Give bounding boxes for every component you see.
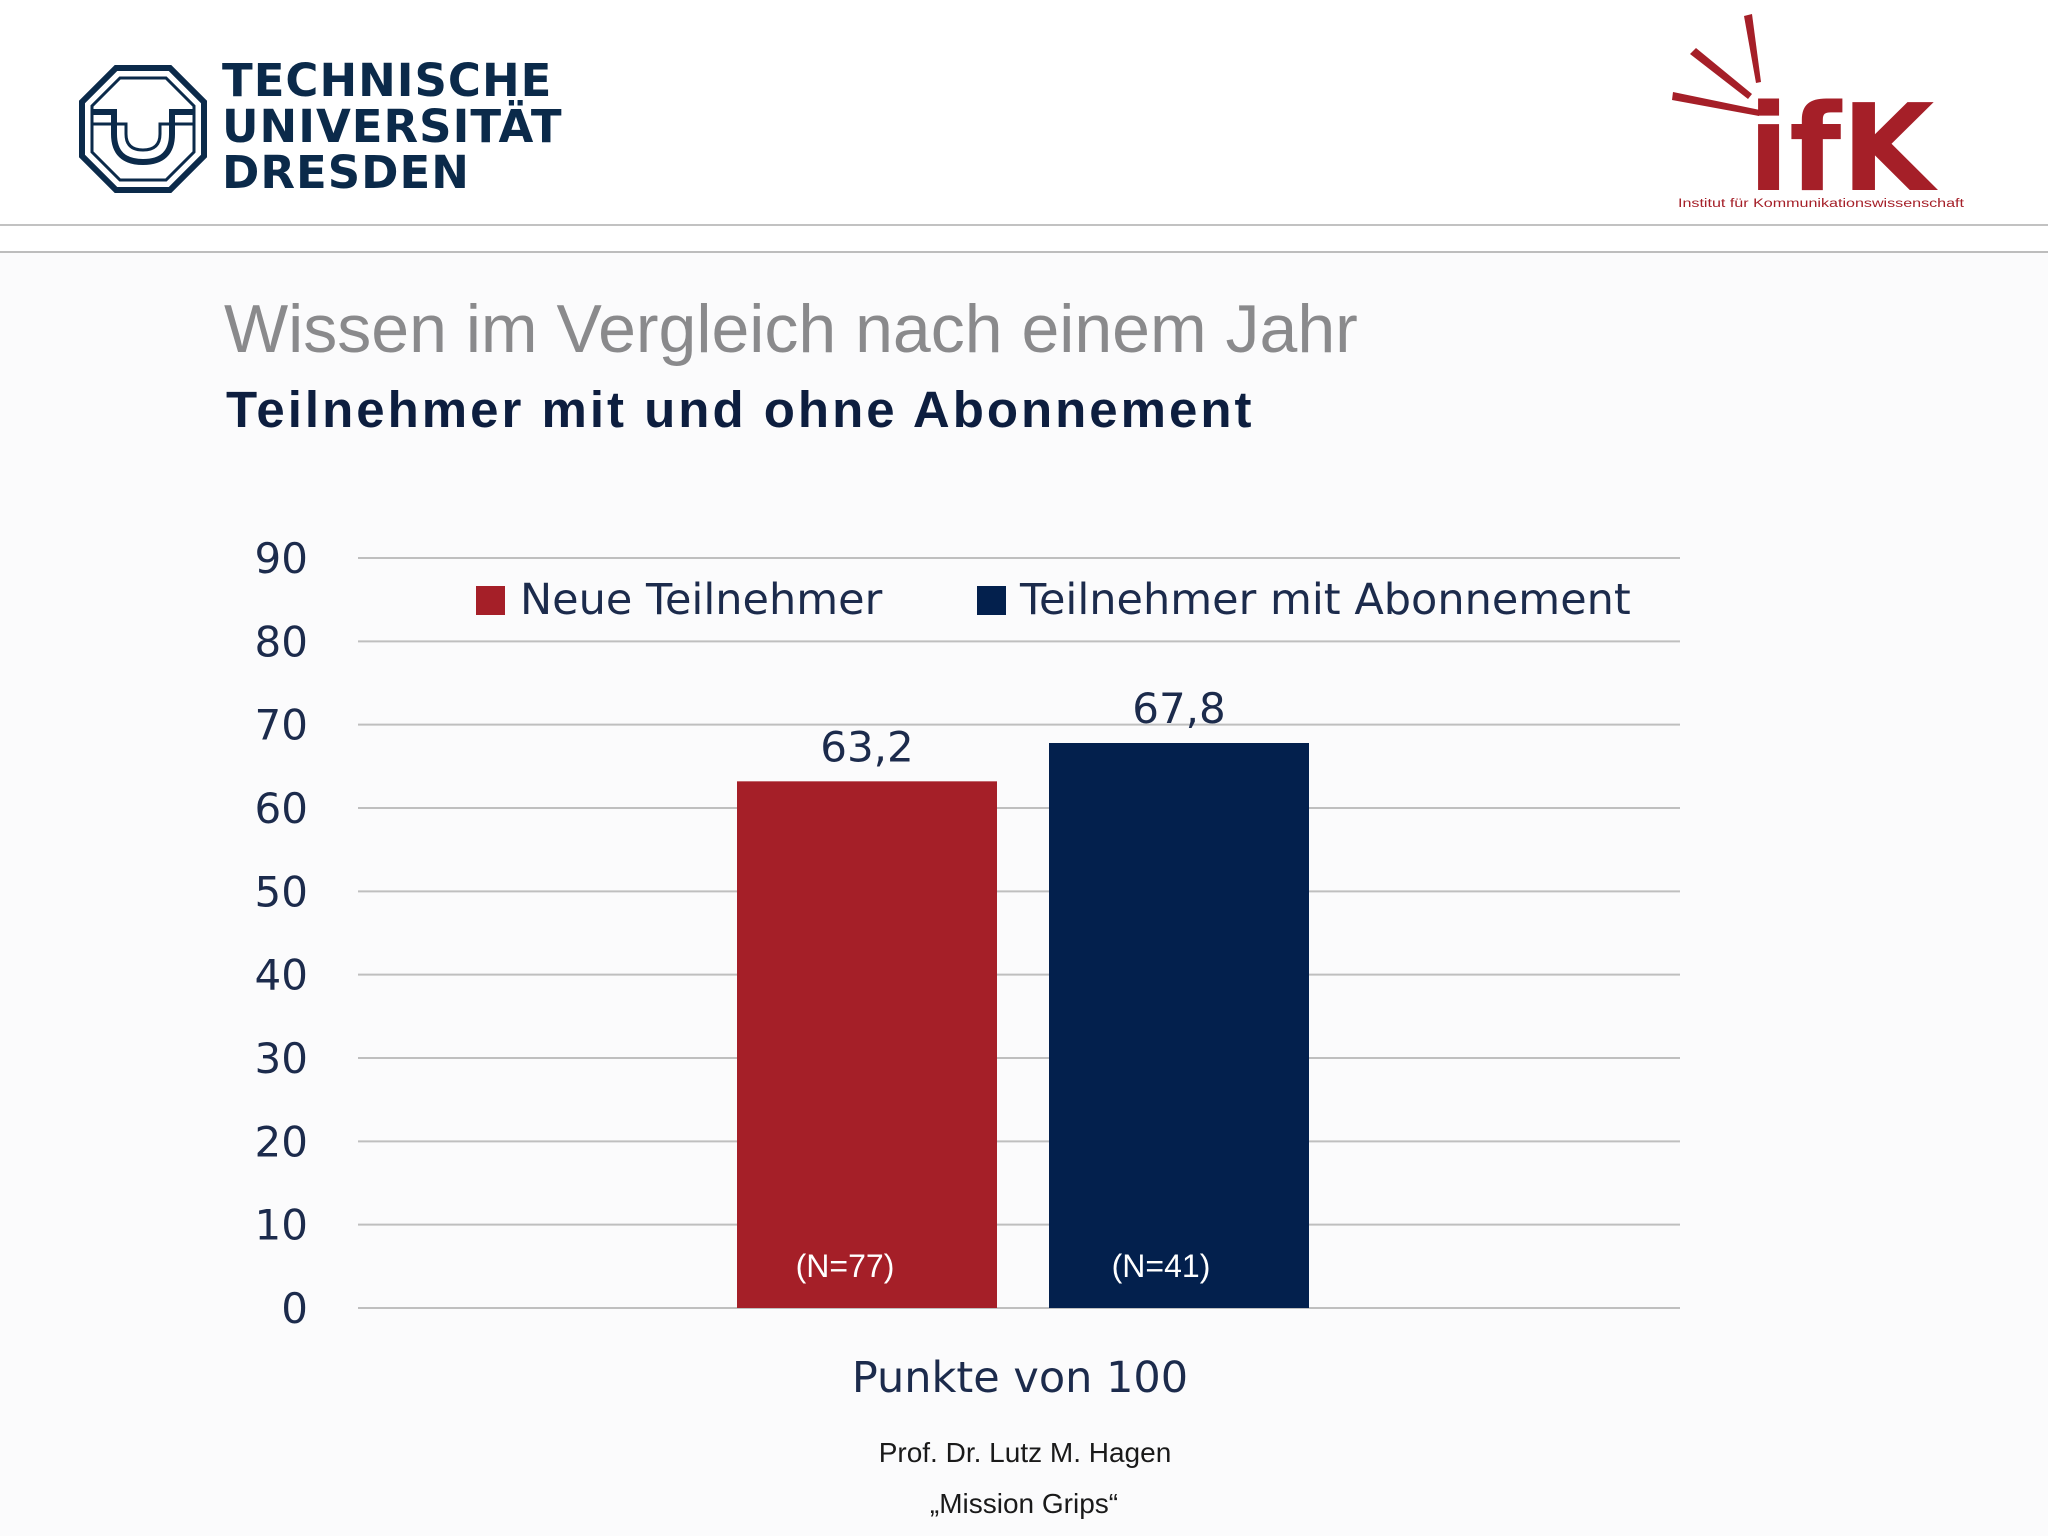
slide-content-area: [0, 253, 2048, 1536]
bar-value-label: 63,2: [820, 722, 914, 771]
slide-title: Wissen im Vergleich nach einem Jahr: [224, 291, 1358, 367]
y-tick-label: 0: [281, 1284, 308, 1333]
tu-line-1: TECHNISCHE: [222, 54, 553, 107]
tu-line-2: UNIVERSITÄT: [222, 100, 563, 153]
y-tick-label: 40: [255, 951, 308, 1000]
bar: [737, 781, 997, 1308]
y-tick-label: 30: [255, 1034, 308, 1083]
legend-label: Neue Teilnehmer: [520, 575, 883, 625]
chart-gridlines: [358, 557, 1680, 1309]
y-tick-label: 60: [255, 784, 308, 833]
slide-subtitle: Teilnehmer mit und ohne Abonnement: [226, 381, 1255, 438]
tu-dresden-wordmark: TECHNISCHE UNIVERSITÄT DRESDEN: [222, 58, 563, 196]
bar: [1049, 743, 1309, 1308]
header-rule-top: [0, 224, 2048, 226]
y-tick-label: 50: [255, 867, 308, 916]
y-tick-label: 10: [255, 1201, 308, 1250]
chart-bars: [737, 743, 1309, 1308]
tu-dresden-logo-icon: [79, 65, 207, 193]
slide-header: [0, 0, 2048, 224]
ifk-institute-name: Institut für Kommunikationswissenschaft: [1678, 198, 1965, 210]
x-axis-title: Punkte von 100: [852, 1353, 1188, 1403]
chart-legend: Neue Teilnehmer Teilnehmer mit Abonnement: [476, 575, 1631, 625]
footer-author: Prof. Dr. Lutz M. Hagen: [878, 1437, 1172, 1468]
tu-line-3: DRESDEN: [222, 146, 470, 199]
ifk-wordmark: ifK: [1748, 80, 1938, 215]
y-tick-label: 80: [255, 617, 308, 666]
y-tick-label: 90: [255, 534, 308, 583]
footer-project: „Mission Grips“: [929, 1488, 1119, 1519]
header-rule-bottom: [0, 251, 2048, 253]
legend-swatch: [476, 586, 505, 615]
legend-label: Teilnehmer mit Abonnement: [1019, 575, 1631, 625]
chart-data-labels: 63,2 (N=77) 67,8 (N=41): [796, 684, 1226, 1284]
legend-swatch: [977, 586, 1006, 615]
bar-sample-size-label: (N=77): [796, 1248, 895, 1284]
y-tick-label: 70: [255, 701, 308, 750]
ifk-logo-icon: ifK Institut für Kommunikationswissensch…: [1672, 14, 1965, 215]
bar-value-label: 67,8: [1132, 684, 1226, 733]
bar-sample-size-label: (N=41): [1112, 1248, 1211, 1284]
y-axis-ticks: 0 10 20 30 40 50 60 70 80 90: [255, 534, 308, 1333]
y-tick-label: 20: [255, 1117, 308, 1166]
